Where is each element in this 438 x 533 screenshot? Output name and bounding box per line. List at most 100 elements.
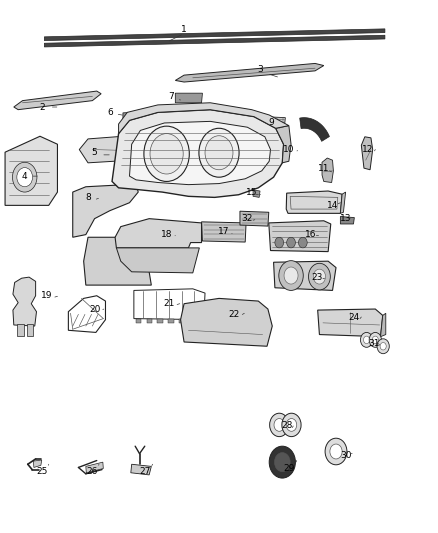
Text: 9: 9 [268, 118, 274, 127]
Text: 20: 20 [89, 304, 100, 313]
Polygon shape [73, 184, 138, 237]
Polygon shape [286, 191, 342, 213]
Polygon shape [44, 35, 385, 47]
Text: 29: 29 [283, 464, 294, 473]
Circle shape [275, 453, 290, 472]
Polygon shape [175, 93, 202, 103]
Text: 17: 17 [218, 228, 229, 237]
Text: 5: 5 [92, 148, 97, 157]
Polygon shape [300, 118, 329, 141]
Circle shape [279, 261, 303, 290]
Text: 21: 21 [163, 299, 174, 308]
Polygon shape [274, 261, 336, 290]
Text: 8: 8 [85, 193, 91, 202]
Circle shape [199, 128, 239, 177]
Circle shape [298, 237, 307, 248]
Circle shape [364, 336, 370, 344]
Polygon shape [84, 237, 151, 285]
Polygon shape [27, 324, 33, 336]
Polygon shape [190, 319, 195, 324]
Text: 30: 30 [340, 451, 351, 460]
Text: 25: 25 [36, 467, 48, 475]
Circle shape [275, 237, 284, 248]
Circle shape [380, 343, 386, 350]
Polygon shape [276, 126, 291, 163]
Polygon shape [123, 111, 154, 120]
Text: 13: 13 [340, 214, 351, 223]
Text: 11: 11 [318, 164, 329, 173]
Polygon shape [117, 248, 199, 273]
Polygon shape [361, 137, 373, 169]
Circle shape [144, 126, 189, 181]
Polygon shape [180, 298, 272, 346]
Polygon shape [240, 211, 269, 226]
Polygon shape [119, 103, 289, 134]
Text: 12: 12 [362, 145, 373, 154]
Text: 27: 27 [139, 467, 151, 475]
Text: 1: 1 [181, 26, 187, 35]
Polygon shape [17, 324, 24, 336]
Circle shape [377, 339, 389, 354]
Polygon shape [168, 319, 173, 324]
Text: 22: 22 [229, 310, 240, 319]
Polygon shape [201, 222, 246, 242]
Circle shape [269, 446, 295, 478]
Polygon shape [322, 158, 333, 182]
Circle shape [150, 134, 183, 174]
Polygon shape [112, 110, 284, 197]
Polygon shape [13, 277, 36, 326]
Polygon shape [157, 319, 162, 324]
Text: 19: 19 [41, 291, 52, 300]
Text: 10: 10 [283, 145, 295, 154]
Circle shape [308, 263, 330, 290]
Polygon shape [253, 190, 260, 197]
Text: 24: 24 [349, 312, 360, 321]
Polygon shape [131, 464, 151, 475]
Polygon shape [33, 460, 42, 467]
Text: 23: 23 [311, 273, 323, 281]
Circle shape [205, 136, 233, 169]
Polygon shape [179, 319, 184, 324]
Circle shape [287, 237, 295, 248]
Polygon shape [5, 136, 57, 205]
Polygon shape [269, 221, 331, 252]
Circle shape [270, 413, 289, 437]
Polygon shape [86, 462, 103, 473]
Text: 3: 3 [258, 66, 263, 74]
Text: 16: 16 [305, 230, 316, 239]
Polygon shape [175, 63, 324, 82]
Polygon shape [340, 192, 346, 213]
Text: 18: 18 [161, 230, 173, 239]
Circle shape [360, 333, 373, 348]
Polygon shape [262, 117, 286, 135]
Text: 32: 32 [242, 214, 253, 223]
Polygon shape [130, 122, 271, 184]
Text: 15: 15 [246, 188, 258, 197]
Circle shape [330, 444, 342, 459]
Polygon shape [115, 219, 201, 248]
Text: 31: 31 [368, 339, 380, 348]
Polygon shape [381, 313, 386, 337]
Polygon shape [14, 91, 101, 110]
Text: 26: 26 [87, 467, 98, 475]
Circle shape [284, 267, 298, 284]
Text: 6: 6 [107, 108, 113, 117]
Circle shape [325, 438, 347, 465]
Circle shape [372, 336, 378, 344]
Polygon shape [147, 319, 152, 324]
Polygon shape [136, 319, 141, 324]
Polygon shape [318, 309, 383, 337]
Circle shape [274, 418, 285, 431]
Circle shape [17, 167, 32, 187]
Circle shape [313, 269, 325, 284]
Text: 28: 28 [281, 422, 292, 431]
Polygon shape [79, 136, 141, 163]
Circle shape [12, 163, 37, 192]
Circle shape [282, 413, 301, 437]
Text: 14: 14 [327, 201, 338, 210]
Text: 4: 4 [22, 172, 28, 181]
Polygon shape [44, 29, 385, 41]
Text: 2: 2 [39, 102, 45, 111]
Polygon shape [340, 216, 354, 224]
Circle shape [286, 418, 297, 431]
